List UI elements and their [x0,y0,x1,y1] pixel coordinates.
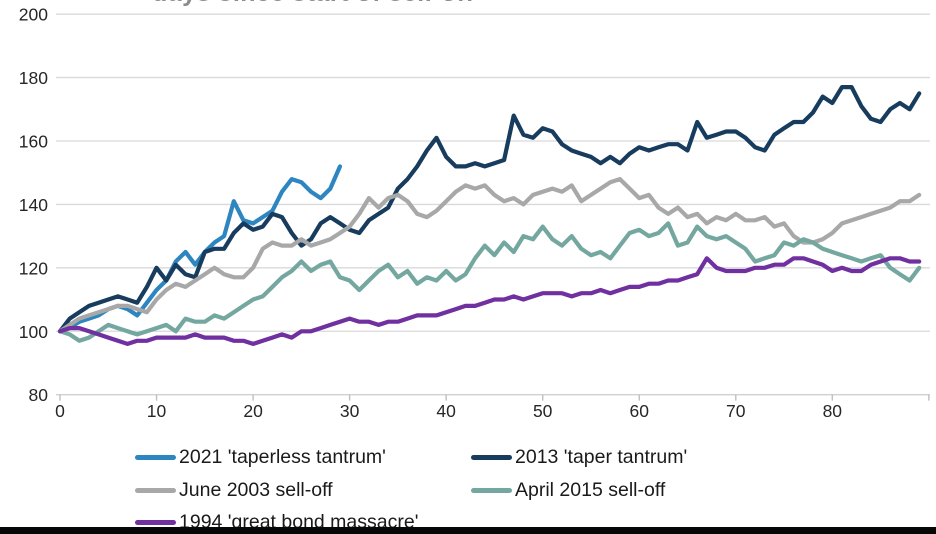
series-line [57,164,343,334]
chart-title-partial: days since start of sell-off [152,0,632,8]
series-line [57,221,922,343]
y-tick-label: 100 [19,322,48,342]
y-tick-label: 80 [29,385,49,405]
series-line [57,256,922,346]
x-tick-label: 0 [55,401,65,421]
chart-title-text: days since start of sell-off [152,0,632,8]
x-tick-label: 80 [823,401,843,421]
x-tick-label: 70 [726,401,746,421]
y-tick-label: 200 [19,5,48,25]
series-line [57,84,922,334]
y-tick-label: 120 [19,258,48,278]
y-tick-label: 160 [19,132,48,152]
x-tick-label: 60 [630,401,650,421]
x-tick-label: 40 [436,401,456,421]
x-tick-label: 30 [340,401,360,421]
x-tick-label: 50 [533,401,553,421]
x-tick-label: 10 [147,401,167,421]
y-tick-label: 140 [19,195,48,215]
y-tick-label: 180 [19,68,48,88]
bottom-border-bar [0,527,936,534]
series-line [57,177,922,334]
x-tick-label: 20 [243,401,263,421]
